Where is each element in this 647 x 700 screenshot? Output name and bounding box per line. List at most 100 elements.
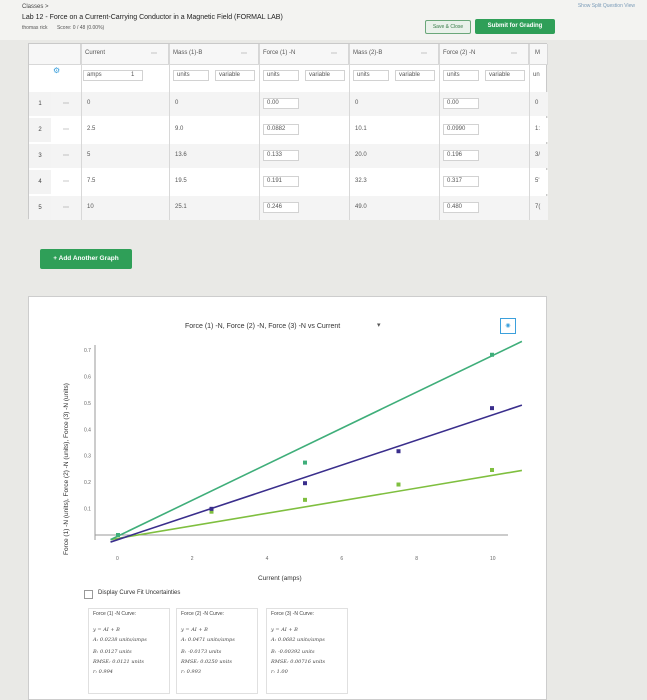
fit-rmse: RMSE: 0.0250 units [181, 659, 232, 665]
cell-mass2[interactable]: 0 [355, 100, 359, 106]
extra-force1: variable [309, 72, 331, 78]
cell-force2[interactable]: 0.0990 [447, 126, 466, 132]
units-field-mass1[interactable] [173, 70, 209, 81]
col-mass1-name: Mass (1)-B [173, 50, 203, 56]
cell-force2[interactable]: 0.196 [447, 152, 463, 158]
cell-mass1[interactable]: 0 [175, 100, 179, 106]
col-current-name: Current [85, 50, 106, 56]
col-mass2-name: Mass (2)-B [353, 50, 383, 56]
target-icon[interactable]: ◉ [500, 318, 516, 334]
score-text: Score: 0 / 48 (0.00%) [56, 25, 105, 31]
units-field-force1[interactable] [263, 70, 299, 81]
cell-box [263, 202, 299, 213]
menu-dots-icon[interactable]: ⋯ [331, 51, 337, 57]
cell-mass1[interactable]: 25.1 [175, 204, 187, 210]
row-number: 5 [29, 196, 51, 220]
uncertainty-label: Display Curve Fit Uncertainties [98, 590, 181, 596]
cell-mass1[interactable]: 19.5 [175, 178, 187, 184]
units-force2: units [447, 72, 460, 78]
extra-force2: variable [489, 72, 511, 78]
cell-force2[interactable]: 0.480 [447, 204, 463, 210]
row-menu-icon[interactable]: ⋯ [63, 153, 69, 159]
col-header-current[interactable] [81, 44, 169, 64]
graph-title[interactable]: Force (1) -N, Force (2) -N, Force (3) -N… [185, 323, 341, 330]
cell-force2[interactable]: 0.317 [447, 178, 463, 184]
units-current: amps [87, 72, 102, 78]
units-field-force2[interactable] [443, 70, 479, 81]
cell-last[interactable]: 7( [535, 204, 541, 210]
cell-mass2[interactable]: 49.0 [355, 204, 367, 210]
cell-force1[interactable]: 0.246 [267, 204, 283, 210]
fit-head: Force (3) -N Curve: [271, 611, 315, 617]
units-force1: units [267, 72, 280, 78]
extra-field-force2[interactable] [485, 70, 525, 81]
col-header-force2[interactable] [439, 44, 529, 64]
cell-mass2[interactable]: 10.1 [355, 126, 367, 132]
fit-card-force1: Force (1) -N Curve: y = AI + B A: 0.0238… [88, 608, 170, 694]
col-header-force1[interactable] [259, 44, 349, 64]
units-mass2: units [357, 72, 370, 78]
cell-mass2[interactable]: 32.3 [355, 178, 367, 184]
cell-force2[interactable]: 0.00 [447, 100, 459, 106]
extra-mass2: variable [399, 72, 421, 78]
fit-r: r: 0.994 [93, 669, 113, 675]
fit-r: r: 1.00 [271, 669, 288, 675]
cell-current[interactable]: 7.5 [87, 178, 96, 184]
uncertainty-checkbox[interactable] [84, 590, 93, 599]
cell-force1[interactable]: 0.191 [267, 178, 283, 184]
cell-current[interactable]: 5 [87, 152, 91, 158]
menu-dots-icon[interactable]: ⋯ [421, 51, 427, 57]
row-menu-icon[interactable]: ⋯ [63, 179, 69, 185]
row-number: 2 [29, 118, 51, 142]
col-header-mass2[interactable] [349, 44, 439, 64]
extra-field-force1[interactable] [305, 70, 345, 81]
fit-b: B: -0.00392 units [271, 649, 315, 655]
fit-b: B: -0.0173 units [181, 649, 222, 655]
settings-icon[interactable]: ⚙ [53, 66, 61, 75]
cell-last[interactable]: 1: [535, 126, 541, 132]
cell-force1[interactable]: 0.00 [267, 100, 279, 106]
chevron-down-icon[interactable]: ▾ [377, 322, 381, 329]
row-menu-icon[interactable]: ⋯ [63, 101, 69, 107]
save-close-button[interactable]: Save & Close [425, 20, 471, 34]
menu-dots-icon[interactable]: ⋯ [241, 51, 247, 57]
col-header-mass1[interactable] [169, 44, 259, 64]
cell-mass1[interactable]: 9.0 [175, 126, 184, 132]
fit-a: A: 0.0682 units/amps [271, 637, 325, 643]
cell-mass2[interactable]: 20.0 [355, 152, 367, 158]
cell-last[interactable]: 0 [535, 100, 539, 106]
units-field-mass2[interactable] [353, 70, 389, 81]
breadcrumb[interactable]: Classes > [22, 4, 49, 10]
row-menu-icon[interactable]: ⋯ [63, 127, 69, 133]
units-field-current[interactable] [83, 70, 143, 81]
add-graph-button[interactable]: + Add Another Graph [40, 249, 132, 269]
fit-eq: y = AI + B [271, 627, 298, 633]
fit-eq: y = AI + B [181, 627, 208, 633]
menu-dots-icon[interactable]: ⋯ [511, 51, 517, 57]
row-menu-icon[interactable]: ⋯ [63, 205, 69, 211]
fit-eq: y = AI + B [93, 627, 120, 633]
fit-r: r: 0.993 [181, 669, 201, 675]
cell-current[interactable]: 0 [87, 100, 91, 106]
cell-force1[interactable]: 0.133 [267, 152, 283, 158]
menu-dots-icon[interactable]: ⋯ [151, 51, 157, 57]
fit-a: A: 0.0471 units/amps [181, 637, 235, 643]
extra-field-mass1[interactable] [215, 70, 255, 81]
cell-current[interactable]: 10 [87, 204, 94, 210]
data-table: Current Mass (1)-B Force (1) -N Mass (2)… [28, 43, 548, 220]
submit-button[interactable]: Submit for Grading [475, 19, 555, 34]
cell-last[interactable]: 3/ [535, 152, 541, 158]
indicator-text: 1 [131, 72, 135, 78]
cell-force1[interactable]: 0.0882 [267, 126, 286, 132]
cell-last[interactable]: 5' [535, 178, 540, 184]
col-divider [349, 44, 350, 220]
cell-current[interactable]: 2.5 [87, 126, 96, 132]
show-split-view-link[interactable]: Show Split Question View [577, 3, 635, 9]
col-header-m[interactable] [529, 44, 548, 64]
row-number: 1 [29, 92, 51, 116]
col-divider [439, 44, 440, 220]
row-number: 4 [29, 170, 51, 194]
extra-field-mass2[interactable] [395, 70, 435, 81]
cell-box [443, 150, 479, 161]
cell-mass1[interactable]: 13.6 [175, 152, 187, 158]
